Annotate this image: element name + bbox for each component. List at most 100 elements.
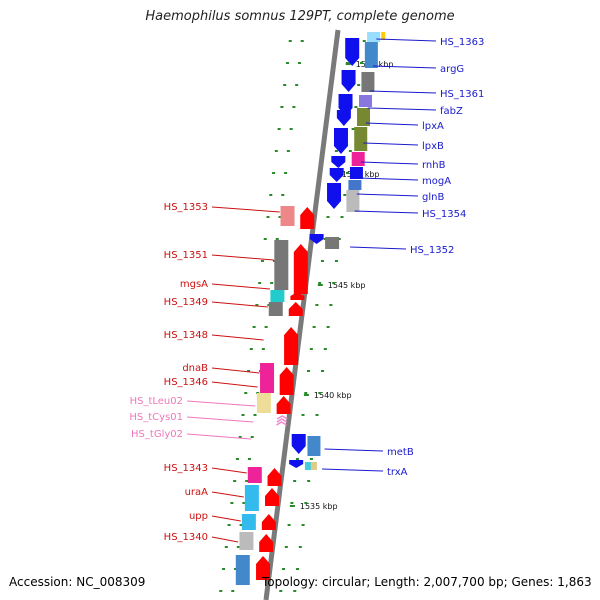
position-dot — [326, 326, 330, 328]
position-dot — [362, 40, 366, 42]
position-dot — [261, 348, 265, 350]
gene-label-HS_1361: HS_1361 — [440, 89, 484, 100]
position-dot — [277, 128, 281, 130]
kbp-label: 1535 kbp — [300, 502, 338, 511]
position-dot — [242, 502, 246, 504]
position-dot — [309, 458, 313, 460]
gene-label-HS_1340: HS_1340 — [164, 532, 208, 543]
gene-label-metB: metB — [387, 447, 414, 458]
leader-line — [211, 283, 271, 290]
position-dot — [351, 128, 355, 130]
leader-line — [365, 122, 419, 126]
gene-label-upp: upp — [189, 511, 208, 522]
leader-line — [211, 254, 274, 261]
gene-label-HS_tCys01: HS_tCys01 — [129, 412, 183, 423]
trna-marker — [276, 415, 288, 420]
gene-class-block — [354, 127, 368, 151]
position-dot — [250, 436, 254, 438]
position-dot — [231, 590, 235, 592]
leader-line — [186, 416, 254, 423]
leader-line — [211, 381, 258, 388]
position-dot — [236, 546, 240, 548]
gene-label-HS_1349: HS_1349 — [164, 297, 208, 308]
reverse-gene-arrow — [291, 434, 306, 454]
gene-class-block — [348, 180, 362, 190]
gene-label-HS_1351: HS_1351 — [164, 250, 208, 261]
gene-label-HS_1348: HS_1348 — [164, 330, 208, 341]
gene-class-block — [247, 467, 262, 483]
gene-class-block — [270, 290, 285, 302]
gene-label-HS_1346: HS_1346 — [164, 377, 208, 388]
gene-class-block — [260, 363, 275, 393]
position-dot — [274, 150, 278, 152]
gene-class-block — [359, 95, 373, 107]
position-dot — [318, 392, 322, 394]
position-dot — [252, 326, 256, 328]
gene-label-trxA: trxA — [387, 467, 408, 478]
position-dot — [260, 260, 264, 262]
position-dot — [244, 392, 248, 394]
forward-gene-arrow — [300, 207, 315, 229]
gene-label-uraA: uraA — [185, 487, 209, 498]
leader-line — [186, 400, 256, 407]
kbp-tick — [317, 284, 323, 286]
forward-gene-arrow — [265, 488, 280, 506]
reverse-gene-arrow — [289, 460, 304, 468]
position-dot — [266, 216, 270, 218]
position-dot — [348, 150, 352, 152]
reverse-gene-arrow — [336, 110, 351, 126]
position-dot — [326, 216, 330, 218]
position-dot — [343, 194, 347, 196]
position-dot — [224, 546, 228, 548]
position-dot — [345, 62, 349, 64]
position-dot — [285, 62, 289, 64]
position-dot — [297, 62, 301, 64]
forward-gene-arrow — [293, 244, 308, 294]
leader-line — [350, 246, 407, 250]
leader-line — [211, 491, 244, 498]
forward-gene-arrow — [290, 292, 305, 300]
gene-label-HS_tLeu02: HS_tLeu02 — [130, 396, 183, 407]
position-dot — [300, 40, 304, 42]
kbp-label: 1540 kbp — [314, 391, 352, 400]
leader-line — [186, 433, 252, 440]
position-dot — [320, 260, 324, 262]
position-dot — [332, 282, 336, 284]
position-dot — [283, 84, 287, 86]
position-dot — [334, 150, 338, 152]
gene-class-block — [364, 42, 378, 68]
gene-label-HS_1343: HS_1343 — [164, 463, 208, 474]
position-dot — [301, 524, 305, 526]
gene-class-block — [349, 167, 363, 179]
leader-line — [376, 38, 437, 42]
position-dot — [227, 524, 231, 526]
position-dot — [245, 480, 249, 482]
position-dot — [219, 590, 223, 592]
gene-labels: HS_1363 argG HS_1361 fabZ lpxA lpxB rnhB mogA gl… — [129, 37, 484, 543]
gene-label-mogA: mogA — [422, 176, 451, 187]
gene-label-HS_1352: HS_1352 — [410, 245, 454, 256]
position-dot — [281, 194, 285, 196]
gene-label-lpxA: lpxA — [422, 121, 444, 132]
position-dot — [288, 40, 292, 42]
reverse-gene-arrow — [341, 70, 356, 92]
leader-line — [322, 468, 384, 472]
leader-line — [354, 210, 419, 214]
position-dot — [307, 480, 311, 482]
gene-class-block — [307, 436, 321, 456]
leader-line — [211, 467, 247, 474]
position-dot — [359, 62, 363, 64]
gene-class-block — [310, 462, 317, 470]
position-dot — [264, 326, 268, 328]
accession-text: Accession: NC_008309 — [9, 575, 146, 589]
gene-label-dnaB: dnaB — [182, 363, 208, 374]
trna-marker — [276, 421, 287, 426]
position-dot — [286, 150, 290, 152]
reverse-gene-arrow — [327, 183, 342, 209]
gene-class-block — [268, 302, 283, 316]
position-dot — [263, 238, 267, 240]
position-dot — [312, 326, 316, 328]
gene-label-HS_1353: HS_1353 — [164, 202, 208, 213]
position-dot — [241, 414, 245, 416]
